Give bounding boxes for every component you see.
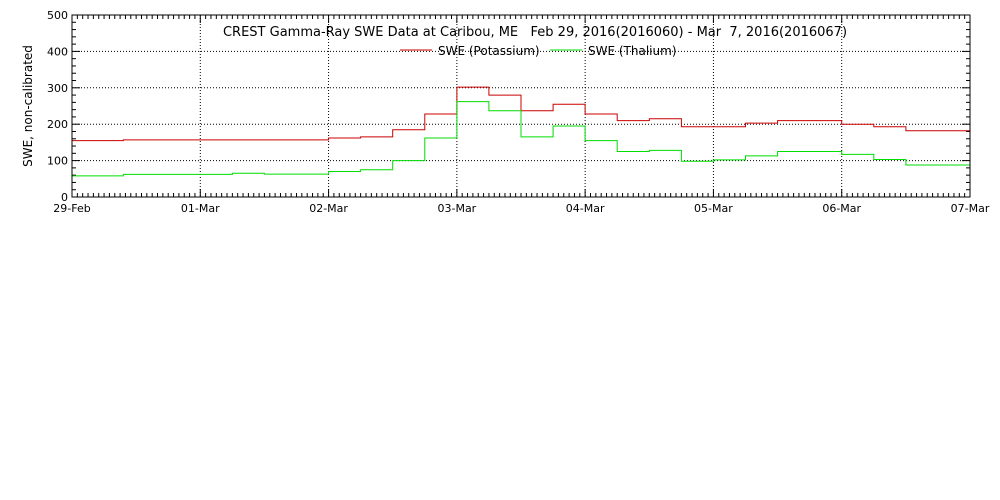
legend-label-2: SWE (Thalium)	[588, 44, 677, 58]
legend-label-1: SWE (Potassium)	[438, 44, 540, 58]
y-tick-label: 500	[47, 9, 68, 22]
series-lines	[72, 86, 970, 177]
x-tick-label: 01-Mar	[181, 202, 220, 215]
x-tick-label: 07-Mar	[951, 202, 990, 215]
series-line-2	[72, 101, 970, 177]
chart-title: CREST Gamma-Ray SWE Data at Caribou, ME …	[223, 25, 847, 40]
x-tick-label: 05-Mar	[694, 202, 733, 215]
legend: SWE (Potassium) SWE (Thalium)	[400, 44, 677, 58]
x-tick-label: 04-Mar	[566, 202, 605, 215]
series-line-1	[72, 86, 970, 142]
y-axis-label: SWE, non-calibrated	[21, 45, 35, 167]
x-tick-label: 02-Mar	[309, 202, 348, 215]
plot-frame	[71, 14, 971, 198]
x-tick-label: 06-Mar	[822, 202, 861, 215]
x-tick-label: 29-Feb	[53, 202, 90, 215]
axes: 0 100 200 300 400 500 29-Feb 01-Mar 02-Mar 03-Mar…	[47, 9, 990, 215]
y-tick-label: 400	[47, 45, 68, 58]
y-tick-label: 0	[61, 191, 68, 204]
y-tick-label: 300	[47, 82, 68, 95]
y-tick-label: 100	[47, 155, 68, 168]
x-tick-label: 03-Mar	[437, 202, 476, 215]
y-tick-label: 200	[47, 118, 68, 131]
